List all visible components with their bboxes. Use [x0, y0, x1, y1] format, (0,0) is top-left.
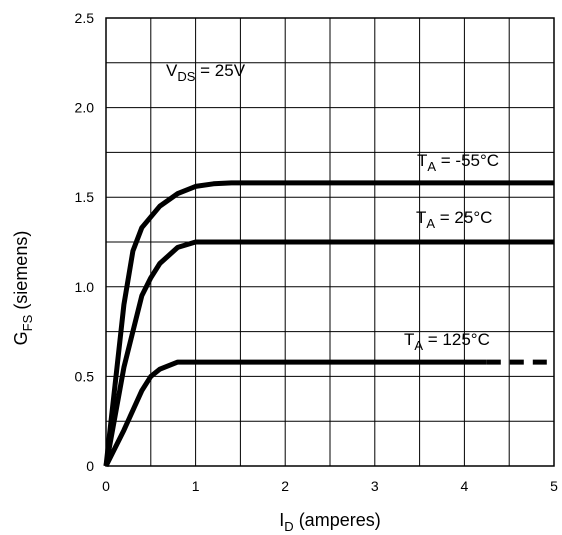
plot-frame [105, 17, 555, 467]
x-tick-labels: 0 1 2 3 4 5 [102, 478, 558, 494]
x-tick-label: 5 [550, 478, 558, 494]
curves [103, 180, 554, 468]
series-label-minus55: TA = -55°C [417, 151, 499, 174]
y-tick-label: 2.5 [75, 10, 95, 26]
series-label-125: TA = 125°C [404, 330, 490, 353]
x-tick-label: 0 [102, 478, 110, 494]
y-tick-labels: 0 0.5 1.0 1.5 2.0 2.5 [75, 10, 95, 474]
series-line-0 [103, 180, 554, 467]
x-axis-label: ID (amperes) [279, 510, 380, 534]
y-tick-label: 0.5 [75, 368, 95, 384]
x-tick-label: 4 [461, 478, 469, 494]
series-line-1 [103, 239, 554, 467]
y-tick-label: 0 [86, 458, 94, 474]
x-tick-label: 3 [371, 478, 379, 494]
y-axis-label: GFS (siemens) [11, 231, 35, 346]
y-tick-label: 1.0 [75, 279, 95, 295]
y-tick-label: 2.0 [75, 100, 95, 116]
x-tick-label: 2 [281, 478, 289, 494]
series-label-25: TA = 25°C [416, 208, 492, 231]
x-tick-label: 1 [192, 478, 200, 494]
vds-annotation: VDS = 25V [166, 61, 246, 84]
y-tick-label: 1.5 [75, 189, 95, 205]
series-line-2 [103, 359, 487, 468]
